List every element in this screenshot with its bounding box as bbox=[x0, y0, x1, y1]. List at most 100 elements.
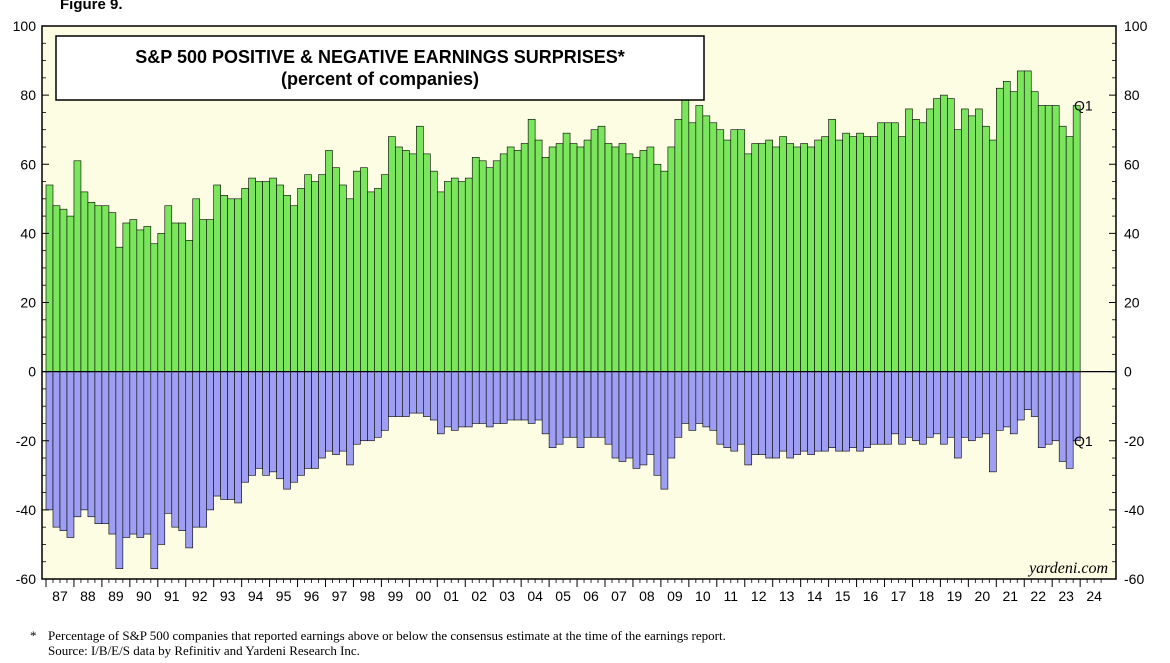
positive-bar bbox=[828, 119, 836, 372]
negative-bar bbox=[674, 371, 683, 438]
negative-bar bbox=[709, 371, 718, 431]
positive-bar bbox=[926, 108, 934, 372]
positive-bar bbox=[423, 153, 431, 372]
positive-bar bbox=[416, 125, 424, 372]
negative-bar bbox=[541, 371, 550, 435]
positive-bar bbox=[492, 160, 501, 372]
negative-bar bbox=[269, 371, 277, 473]
positive-bar bbox=[402, 150, 410, 372]
positive-bar bbox=[122, 222, 131, 372]
positive-bar bbox=[730, 129, 739, 372]
positive-bar bbox=[513, 150, 522, 372]
positive-bar bbox=[171, 222, 180, 372]
positive-bar bbox=[346, 198, 354, 372]
y-tick-label-left: -60 bbox=[16, 571, 36, 587]
negative-bar bbox=[143, 371, 152, 535]
positive-bar bbox=[353, 170, 361, 372]
negative-bar bbox=[919, 371, 927, 445]
positive-bar bbox=[206, 219, 214, 372]
positive-bar bbox=[877, 122, 885, 372]
positive-bar bbox=[597, 125, 606, 372]
positive-bar bbox=[150, 243, 159, 372]
positive-bar bbox=[772, 146, 780, 372]
positive-bar bbox=[618, 143, 627, 372]
x-tick-label: 20 bbox=[975, 588, 991, 604]
positive-bar bbox=[632, 157, 641, 372]
positive-bar bbox=[45, 184, 54, 372]
positive-bar bbox=[849, 136, 857, 372]
negative-bar bbox=[926, 371, 934, 438]
negative-bar bbox=[346, 371, 354, 466]
positive-bar bbox=[248, 177, 256, 372]
x-tick-label: 00 bbox=[416, 588, 432, 604]
watermark: yardeni.com bbox=[1027, 560, 1108, 577]
negative-bar bbox=[989, 371, 997, 473]
negative-bar bbox=[436, 371, 445, 435]
positive-bar bbox=[534, 139, 543, 372]
positive-bar bbox=[821, 136, 829, 372]
x-tick-label: 04 bbox=[527, 588, 543, 604]
positive-bar bbox=[814, 139, 822, 372]
positive-bar bbox=[87, 201, 96, 372]
positive-bar bbox=[325, 150, 333, 372]
negative-bar bbox=[311, 371, 319, 469]
positive-bar bbox=[919, 122, 927, 372]
positive-bar bbox=[604, 143, 613, 372]
negative-bar bbox=[583, 371, 592, 438]
positive-bar bbox=[765, 139, 774, 372]
negative-bar bbox=[213, 371, 221, 497]
positive-bar bbox=[283, 195, 291, 372]
positive-bar bbox=[129, 219, 138, 372]
negative-bar bbox=[464, 371, 473, 428]
y-tick-label-right: 40 bbox=[1124, 225, 1140, 241]
negative-bar bbox=[199, 371, 208, 528]
negative-bar bbox=[884, 371, 892, 445]
negative-bar bbox=[227, 371, 235, 500]
positive-bar bbox=[520, 143, 529, 372]
positive-bar bbox=[1072, 105, 1081, 372]
negative-bar bbox=[520, 371, 529, 421]
positive-bar bbox=[1037, 105, 1046, 372]
negative-bar bbox=[1044, 371, 1053, 445]
x-tick-label: 88 bbox=[80, 588, 96, 604]
positive-bar bbox=[576, 146, 585, 372]
x-tick-label: 98 bbox=[360, 588, 376, 604]
positive-bar bbox=[443, 181, 452, 372]
y-tick-label-right: 20 bbox=[1124, 295, 1140, 311]
positive-bar bbox=[255, 181, 263, 372]
positive-bar bbox=[395, 146, 403, 372]
negative-bar bbox=[192, 371, 201, 528]
negative-bar bbox=[821, 371, 829, 452]
negative-bar bbox=[1016, 371, 1025, 421]
y-tick-label-left: 20 bbox=[20, 295, 36, 311]
negative-bar bbox=[548, 371, 557, 448]
negative-bar bbox=[255, 371, 263, 469]
negative-bar bbox=[248, 371, 256, 476]
positive-bar bbox=[541, 157, 550, 372]
x-tick-label: 87 bbox=[52, 588, 68, 604]
positive-bar bbox=[989, 139, 997, 372]
negative-bar bbox=[604, 371, 613, 445]
negative-bar bbox=[828, 371, 836, 448]
positive-bar bbox=[332, 167, 340, 372]
negative-bar bbox=[751, 371, 760, 455]
positive-bar bbox=[73, 160, 82, 372]
negative-bar bbox=[660, 371, 669, 490]
positive-bar bbox=[1030, 91, 1039, 372]
x-tick-label: 13 bbox=[779, 588, 795, 604]
negative-bar bbox=[702, 371, 711, 428]
negative-bar bbox=[129, 371, 138, 535]
negative-bar bbox=[290, 371, 298, 483]
y-tick-label-left: -20 bbox=[16, 433, 36, 449]
negative-bar bbox=[793, 371, 801, 455]
positive-bar bbox=[695, 105, 704, 372]
negative-bar bbox=[995, 371, 1004, 431]
negative-bar bbox=[891, 371, 899, 435]
latest-label-negative: Q1 bbox=[1074, 433, 1093, 449]
x-tick-label: 95 bbox=[276, 588, 292, 604]
x-tick-label: 17 bbox=[891, 588, 907, 604]
negative-bar bbox=[276, 371, 284, 480]
y-tick-label-left: 40 bbox=[20, 225, 36, 241]
negative-bar bbox=[779, 371, 787, 452]
